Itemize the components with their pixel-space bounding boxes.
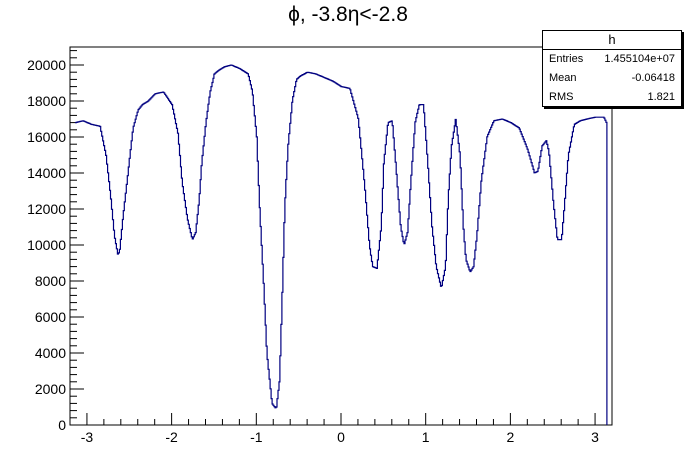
y-tick-label: 0 xyxy=(58,417,66,433)
x-tick-label: 1 xyxy=(422,429,430,445)
stats-value-rms: 1.821 xyxy=(647,91,675,103)
plot-frame xyxy=(69,46,613,426)
x-tick-label: 3 xyxy=(591,429,599,445)
stats-key-entries: Entries xyxy=(549,53,584,65)
stats-key-mean: Mean xyxy=(549,72,577,84)
statistics-box: h Entries 1.455104e+07 Mean -0.06418 RMS… xyxy=(542,30,682,107)
x-tick-label: 0 xyxy=(337,429,345,445)
y-tick-label: 10000 xyxy=(27,237,66,253)
x-tick-label: 2 xyxy=(506,429,514,445)
y-tick-label: 2000 xyxy=(35,381,66,397)
stats-key-rms: RMS xyxy=(549,91,574,103)
stats-row-rms: RMS 1.821 xyxy=(543,88,681,107)
histogram-line xyxy=(75,64,608,425)
stats-title: h xyxy=(543,31,681,50)
y-tick-label: 16000 xyxy=(27,129,66,145)
y-tick-label: 12000 xyxy=(27,201,66,217)
y-tick-label: 6000 xyxy=(35,309,66,325)
y-tick-label: 4000 xyxy=(35,345,66,361)
x-tick-label: -2 xyxy=(165,429,178,445)
y-tick-label: 18000 xyxy=(27,93,66,109)
stats-value-entries: 1.455104e+07 xyxy=(604,53,675,65)
x-tick-label: -1 xyxy=(250,429,263,445)
stats-row-entries: Entries 1.455104e+07 xyxy=(543,50,681,69)
y-tick-label: 14000 xyxy=(27,165,66,181)
stats-row-mean: Mean -0.06418 xyxy=(543,69,681,88)
y-tick-label: 20000 xyxy=(27,57,66,73)
x-tick-label: -3 xyxy=(81,429,94,445)
stats-value-mean: -0.06418 xyxy=(631,72,675,84)
chart-title: ϕ, -3.8η<-2.8 xyxy=(288,3,408,26)
y-tick-label: 8000 xyxy=(35,273,66,289)
